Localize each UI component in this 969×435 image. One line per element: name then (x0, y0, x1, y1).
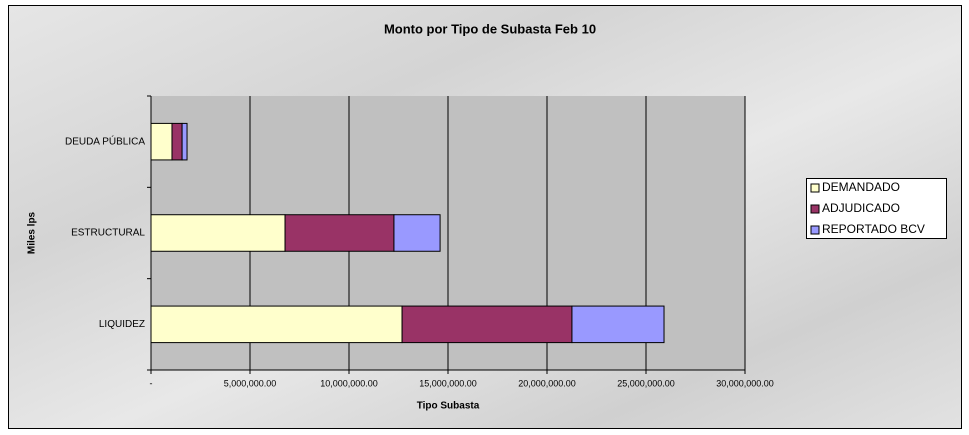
bar-segment (150, 305, 403, 344)
bar-segment (150, 214, 286, 252)
chart-title: Monto por Tipo de Subasta Feb 10 (384, 21, 596, 36)
legend-swatch (810, 183, 820, 193)
x-axis-label: Tipo Subasta (417, 401, 480, 412)
bar-segment (393, 214, 441, 252)
y-axis-label: Miles lps (27, 211, 38, 254)
legend-label: ADJUDICADO (822, 201, 900, 215)
y-tick-label: ESTRUCTURAL (71, 228, 145, 239)
x-tick-label: 5,000,000.00 (224, 378, 277, 388)
legend-label: DEMANDADO (822, 180, 900, 194)
x-tick-label: 10,000,000.00 (320, 378, 378, 388)
bar-segment (171, 122, 183, 161)
legend-label: REPORTADO BCV (822, 222, 925, 236)
x-tick-label: 25,000,000.00 (617, 378, 675, 388)
x-tick-label: - (150, 378, 153, 388)
legend (806, 178, 947, 239)
bar-segment (401, 305, 573, 344)
x-tick-label: 15,000,000.00 (419, 378, 477, 388)
x-tick-label: 20,000,000.00 (518, 378, 576, 388)
legend-swatch (810, 204, 820, 214)
y-tick-label: LIQUIDEZ (99, 319, 145, 330)
bar-segment (284, 214, 395, 252)
bar-segment (181, 122, 188, 161)
x-tick-label: 30,000,000.00 (716, 378, 774, 388)
bar-segment (150, 122, 173, 161)
y-tick-label: DEUDA PÚBLICA (65, 134, 145, 147)
legend-swatch (810, 225, 820, 235)
bar-segment (571, 305, 665, 344)
